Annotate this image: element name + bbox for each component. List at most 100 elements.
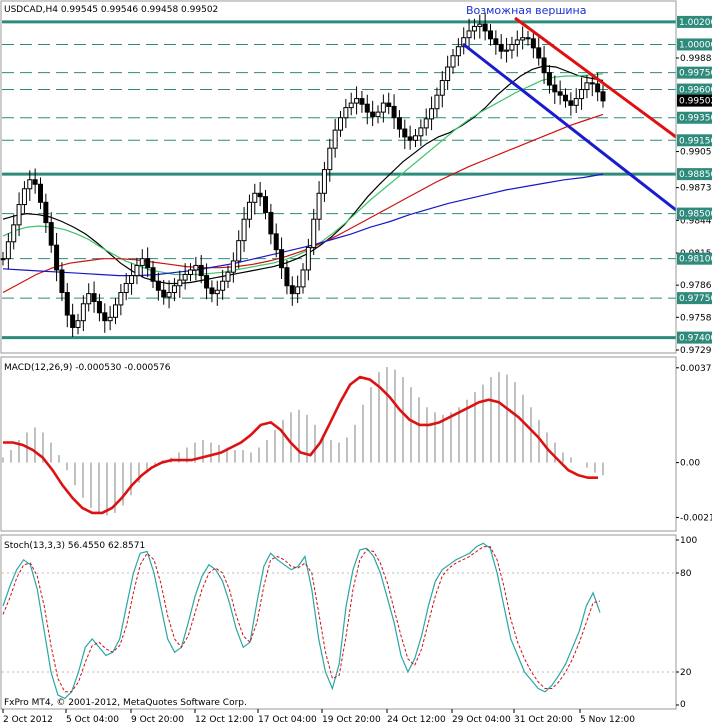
copyright-text: FxPro MT4, © 2001-2012, MetaQuotes Softw…: [4, 698, 247, 708]
stochastic-main-line: [2, 542, 601, 700]
candle-body: [343, 107, 349, 119]
candle-body: [16, 204, 22, 226]
candle-body: [123, 282, 129, 293]
candle-body: [54, 244, 60, 271]
candle-body: [171, 285, 177, 293]
candle-body: [129, 275, 135, 284]
candle-body: [348, 102, 354, 109]
candle-body: [134, 264, 140, 277]
macd-signal-line: [3, 375, 598, 515]
price-tick-label: 0.97290: [680, 346, 712, 356]
candle-body: [439, 80, 445, 96]
macd-tick-label: 0.00: [680, 459, 700, 469]
candle-body: [236, 240, 242, 262]
moving-average-line: [2, 113, 604, 294]
stochastic-pane[interactable]: Stoch(13,3,3) 56.4550 62.8571 100 80 20 0 F…: [0, 534, 697, 710]
candle-body: [225, 271, 231, 282]
candle-body: [595, 83, 601, 93]
macd-pane[interactable]: MACD(12,26,9) -0.000530 -0.000576 0.0037…: [0, 356, 712, 532]
candle-body: [64, 292, 70, 316]
candle-body: [145, 258, 151, 269]
candle-body: [321, 169, 327, 194]
level-price-tag: [677, 83, 712, 96]
current-price-tag: [677, 94, 712, 107]
candle-body: [530, 38, 536, 49]
stochastic-tick-label: 80: [680, 569, 692, 579]
level-price-tag: [677, 207, 712, 220]
candle-body: [118, 292, 124, 306]
candle-body: [445, 66, 451, 82]
candle-body: [546, 72, 552, 86]
candle-body: [354, 98, 360, 104]
candle-body: [450, 55, 456, 68]
candle-body: [391, 105, 397, 119]
candle-body: [252, 192, 258, 203]
stochastic-tick-label: 100: [680, 536, 697, 546]
time-tick-label: 2 Oct 2012: [3, 715, 53, 725]
candle-body: [11, 224, 17, 243]
candle-body: [32, 179, 38, 185]
candle-body: [305, 246, 311, 271]
candle-body: [91, 293, 97, 303]
candle-body: [273, 233, 279, 251]
candle-body: [177, 279, 183, 287]
candle-body: [27, 179, 33, 190]
current-price-label: 0.99502: [679, 97, 712, 107]
price-pane[interactable]: USDCAD,H4 0.99545 0.99546 0.99458 0.9950…: [0, 0, 712, 356]
trendlines[interactable]: [462, 16, 677, 212]
stochastic-tick-label: 0: [680, 700, 686, 710]
time-tick-label: 9 Oct 20:00: [131, 715, 184, 725]
level-price-tag: [677, 292, 712, 305]
candle-body: [359, 98, 365, 105]
support-trendline[interactable]: [462, 42, 677, 212]
level-price-tag-label: 0.97400: [679, 334, 712, 344]
price-axis: 0.998800.990500.987300.984400.981500.978…: [675, 1, 712, 356]
candle-body: [477, 23, 483, 27]
time-tick-label: 5 Nov 12:00: [580, 715, 635, 725]
moving-average-line: [2, 73, 604, 276]
resistance-trendline[interactable]: [514, 16, 677, 139]
stochastic-lines: [2, 542, 676, 700]
level-price-tag: [677, 38, 712, 51]
candle-body: [268, 211, 274, 235]
candle-body: [380, 102, 386, 113]
candle-body: [471, 25, 477, 32]
time-tick-label: 17 Oct 04:00: [258, 715, 317, 725]
candle-body: [520, 37, 526, 41]
time-tick-label: 12 Oct 12:00: [195, 715, 254, 725]
candle-body: [241, 218, 247, 242]
candle-body: [188, 269, 193, 275]
candle-body: [59, 269, 65, 294]
candle-body: [407, 136, 413, 141]
candle-body: [402, 128, 408, 138]
candle-body: [455, 46, 461, 57]
candle-body: [43, 201, 49, 224]
time-tick-label: 31 Oct 20:00: [514, 715, 573, 725]
candles: [0, 12, 606, 337]
candle-body: [75, 320, 81, 328]
candle-body: [198, 264, 204, 277]
candle-body: [246, 201, 252, 220]
macd-histogram: [2, 367, 604, 516]
candle-body: [573, 98, 579, 106]
candle-body: [139, 258, 145, 266]
candle-body: [300, 269, 306, 288]
candle-body: [386, 102, 392, 107]
candle-body: [423, 118, 429, 129]
candle-body: [514, 39, 520, 45]
macd-label: MACD(12,26,9) -0.000530 -0.000576: [4, 363, 171, 373]
time-tick-label: 5 Oct 04:00: [66, 715, 119, 725]
